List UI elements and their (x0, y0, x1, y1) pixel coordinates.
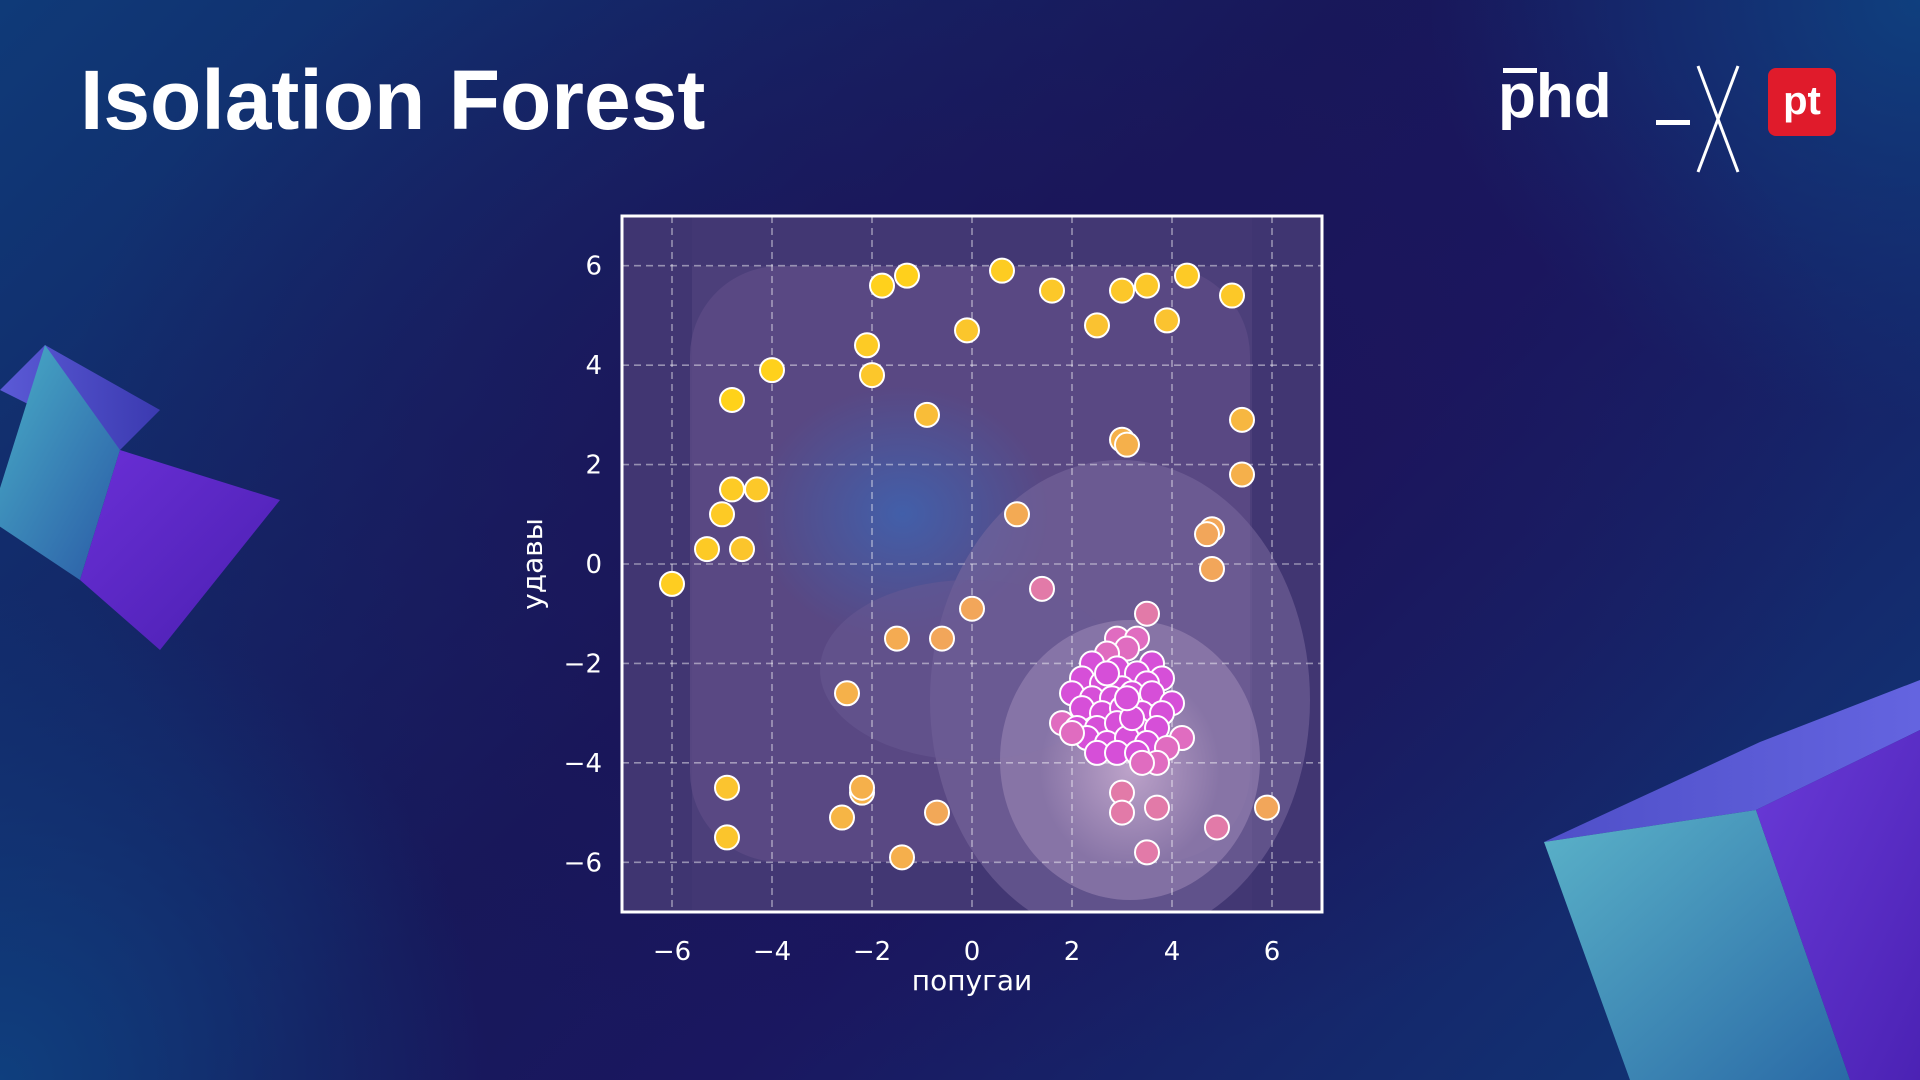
normal-point (1059, 720, 1085, 747)
anomaly-point (719, 476, 745, 503)
anomaly-point (1109, 799, 1135, 826)
x-tick-labels: −6 −4 −2 0 2 4 6 (653, 937, 1280, 967)
anomaly-point (884, 625, 910, 652)
anomaly-point (1174, 262, 1200, 289)
x-tick-label: −6 (653, 937, 691, 967)
anomaly-point (759, 357, 785, 384)
normal-point (1129, 749, 1155, 776)
x-tick-label: −4 (753, 937, 791, 967)
anomaly-point (694, 536, 720, 563)
x-tick-label: −2 (853, 937, 891, 967)
anomaly-point (859, 362, 885, 389)
y-tick-label: 0 (585, 550, 602, 580)
y-tick-label: −6 (564, 848, 602, 878)
anomaly-point (1004, 501, 1030, 528)
anomaly-point (1254, 794, 1280, 821)
y-tick-label: 4 (585, 351, 602, 381)
x-tick-label: 6 (1264, 937, 1281, 967)
pt-badge (1768, 68, 1836, 136)
anomaly-point (849, 774, 875, 801)
pt-badge-text: pt (1783, 79, 1821, 123)
anomaly-point (1199, 555, 1225, 582)
anomaly-point (714, 824, 740, 851)
anomaly-point (929, 625, 955, 652)
decorative-cube-left (0, 345, 280, 650)
page-title: Isolation Forest (80, 53, 706, 147)
phd-wordmark: phd (1498, 62, 1612, 131)
anomaly-point (729, 536, 755, 563)
anomaly-point (954, 317, 980, 344)
phd-x-pt-logo: phd pt (1498, 62, 1836, 173)
x-axis-label: попугаи (912, 964, 1032, 997)
anomaly-point (829, 804, 855, 831)
y-tick-label: 6 (585, 252, 602, 282)
anomaly-point (1039, 277, 1065, 304)
anomaly-point (1114, 431, 1140, 458)
y-axis-label: удавы (516, 518, 549, 610)
isolation-forest-scatter-chart: −6 −4 −2 0 2 4 6 −6 −4 −2 0 2 4 6 попугаи удавы (516, 214, 1324, 997)
x-tick-label: 4 (1164, 937, 1181, 967)
normal-point (1114, 685, 1140, 712)
anomaly-point (1134, 272, 1160, 299)
anomaly-point (1204, 814, 1230, 841)
anomaly-point (989, 257, 1015, 284)
anomaly-point (1144, 794, 1170, 821)
anomaly-point (834, 680, 860, 707)
anomaly-point (1154, 307, 1180, 334)
anomaly-point (714, 774, 740, 801)
x-tick-label: 2 (1064, 937, 1081, 967)
anomaly-point (854, 332, 880, 359)
anomaly-point (1219, 282, 1245, 309)
anomaly-point (1134, 600, 1160, 627)
data-points (659, 257, 1280, 871)
y-tick-label: −4 (564, 749, 602, 779)
anomaly-point (1029, 575, 1055, 602)
y-tick-label: −2 (564, 649, 602, 679)
anomaly-point (1109, 277, 1135, 304)
anomaly-point (1229, 406, 1255, 433)
anomaly-point (894, 262, 920, 289)
anomaly-point (1194, 521, 1220, 548)
y-tick-labels: −6 −4 −2 0 2 4 6 (564, 252, 602, 879)
anomaly-point (659, 570, 685, 597)
anomaly-point (1229, 461, 1255, 488)
x-tick-label: 0 (964, 937, 981, 967)
anomaly-point (889, 844, 915, 871)
anomaly-point (959, 595, 985, 622)
anomaly-point (914, 401, 940, 428)
anomaly-point (1084, 312, 1110, 339)
y-tick-label: 2 (585, 451, 602, 481)
anomaly-point (709, 501, 735, 528)
anomaly-point (719, 386, 745, 413)
anomaly-point (1134, 839, 1160, 866)
anomaly-point (744, 476, 770, 503)
plot-frame (620, 214, 1324, 914)
decorative-cube-right (1544, 680, 1920, 1080)
anomaly-point (869, 272, 895, 299)
anomaly-point (924, 799, 950, 826)
normal-point (1094, 660, 1120, 687)
